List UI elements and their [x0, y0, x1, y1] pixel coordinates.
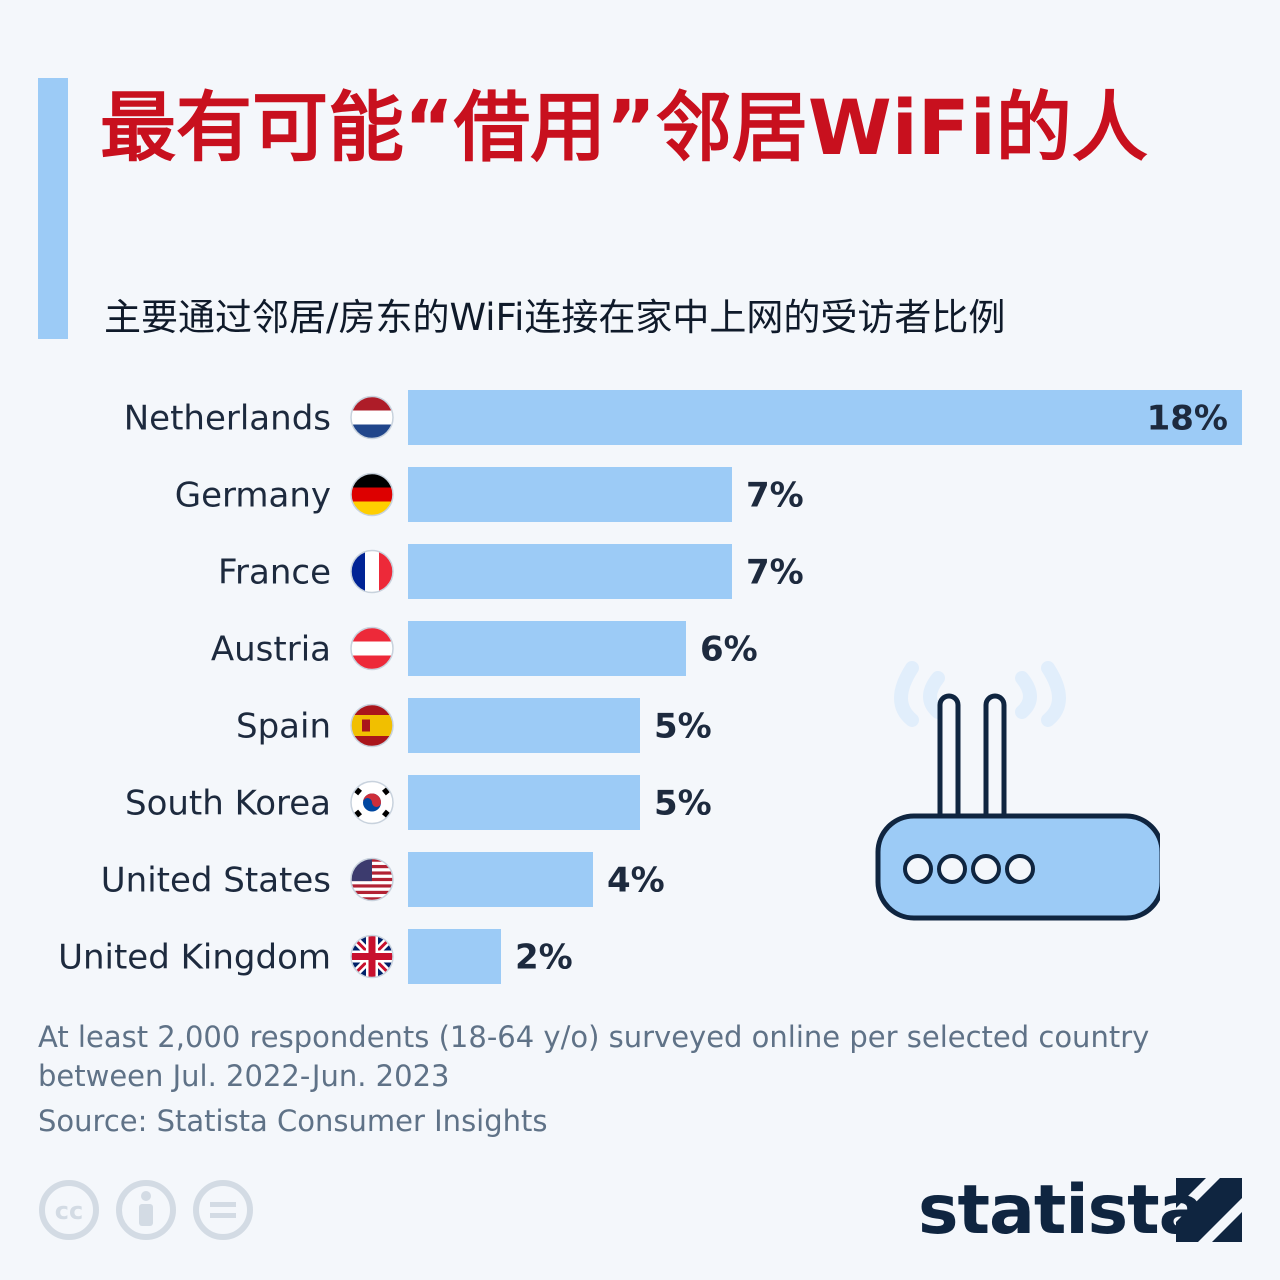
value-label: 5%: [654, 707, 712, 747]
category-label: South Korea: [125, 784, 331, 824]
germany-flag-icon: [350, 472, 394, 517]
bar: [408, 621, 686, 676]
attribution-icon: [116, 1180, 176, 1240]
value-label: 2%: [515, 938, 573, 978]
value-label: 5%: [654, 784, 712, 824]
united-kingdom-flag-icon: [350, 934, 394, 979]
survey-note: At least 2,000 respondents (18-64 y/o) s…: [38, 1020, 1150, 1093]
category-label: Austria: [211, 630, 331, 670]
value-label: 7%: [746, 553, 804, 593]
category-label: United States: [101, 861, 331, 901]
category-label: United Kingdom: [58, 938, 331, 978]
category-label: Spain: [236, 707, 331, 747]
bar: [408, 698, 640, 753]
source-text: Source: Statista Consumer Insights: [38, 1104, 548, 1138]
south-korea-flag-icon: [350, 780, 394, 825]
statista-logo[interactable]: statista: [918, 1171, 1205, 1250]
wifi-router-icon: [875, 661, 1160, 921]
united-states-flag-icon: [350, 857, 394, 902]
france-flag-icon: [350, 549, 394, 594]
accent-bar: [38, 78, 68, 339]
license-icons: cc: [39, 1180, 253, 1240]
bar: [408, 467, 732, 522]
value-label: 18%: [1147, 399, 1228, 439]
bar: [408, 852, 593, 907]
svg-text:cc: cc: [55, 1197, 83, 1225]
chart-title: 最有可能“借用”邻居WiFi的人: [100, 83, 1148, 172]
category-label: Germany: [175, 476, 331, 516]
bar: [408, 544, 732, 599]
cc-icon: cc: [39, 1180, 99, 1240]
no-derivatives-icon: [193, 1180, 253, 1240]
value-label: 4%: [607, 861, 665, 901]
bar: [408, 390, 1242, 445]
bar: [408, 775, 640, 830]
value-label: 7%: [746, 476, 804, 516]
spain-flag-icon: [350, 703, 394, 748]
austria-flag-icon: [350, 626, 394, 671]
category-label: France: [218, 553, 331, 593]
bar-chart: Netherlands 18% Germany 7% France 7% Austria 6%…: [58, 390, 1242, 984]
bar: [408, 929, 501, 984]
category-label: Netherlands: [124, 399, 331, 439]
value-label: 6%: [700, 630, 758, 670]
statista-logo-icon: [1176, 1178, 1242, 1242]
netherlands-flag-icon: [350, 395, 394, 440]
chart-subtitle: 主要通过邻居/房东的WiFi连接在家中上网的受访者比例: [104, 296, 1006, 339]
